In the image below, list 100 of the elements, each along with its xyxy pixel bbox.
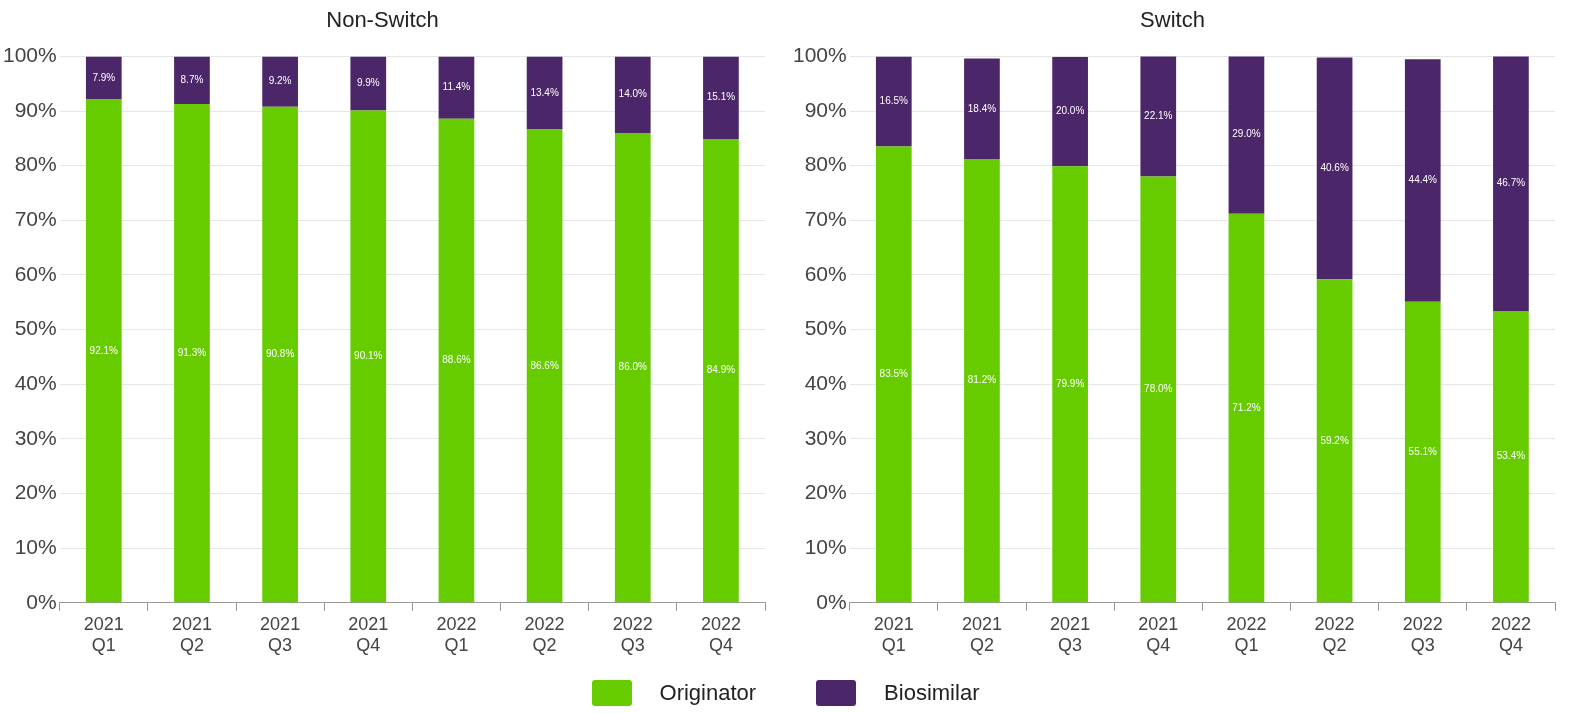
y-tick-label: 0%	[26, 589, 57, 613]
x-tick-label: 2022 Q1	[1226, 613, 1267, 656]
bar	[1493, 56, 1529, 312]
y-tick-label: 0%	[816, 589, 847, 613]
bar	[1316, 57, 1353, 280]
x-tick-label: 2021 Q1	[873, 613, 914, 656]
bar	[85, 99, 122, 603]
bar	[1140, 176, 1177, 603]
y-tick-label: 80%	[804, 152, 847, 176]
bar	[703, 138, 739, 603]
bar	[350, 56, 387, 111]
bar	[438, 56, 475, 119]
y-tick-label: 60%	[804, 261, 847, 285]
data-label: 46.7%	[1496, 177, 1526, 189]
bar	[262, 56, 298, 107]
bar	[1404, 301, 1441, 603]
bar	[1052, 166, 1088, 603]
bar	[614, 56, 651, 133]
x-tick-label: 2022 Q4	[1490, 613, 1531, 656]
bar	[526, 129, 563, 603]
x-tick-label: 2022 Q3	[612, 613, 653, 656]
data-label: 9.2%	[268, 75, 292, 87]
data-label: 88.6%	[442, 354, 471, 366]
bar	[1228, 56, 1265, 214]
bar	[875, 56, 912, 147]
data-label: 92.1%	[89, 344, 119, 356]
bar	[174, 103, 210, 603]
y-tick-label: 10%	[804, 534, 847, 558]
data-label: 81.2%	[967, 374, 997, 386]
y-tick-label: 40%	[804, 371, 847, 395]
chart-title: Non-Switch	[326, 7, 439, 33]
data-label: 9.9%	[356, 77, 380, 89]
x-tick-label: 2021 Q2	[171, 613, 212, 656]
y-tick-label: 30%	[14, 425, 57, 449]
data-label: 83.5%	[879, 368, 909, 380]
y-tick-label: 50%	[804, 316, 847, 340]
data-label: 90.1%	[354, 350, 383, 362]
bar	[614, 132, 651, 603]
bar	[1404, 59, 1441, 302]
bar	[964, 159, 1000, 603]
bar	[1228, 213, 1265, 603]
bar	[85, 56, 122, 100]
data-label: 40.6%	[1320, 162, 1349, 174]
y-tick-label: 30%	[804, 425, 847, 449]
data-label: 86.0%	[618, 361, 648, 373]
y-tick-label: 100%	[792, 43, 847, 67]
data-label: 11.4%	[442, 81, 471, 93]
bar	[964, 58, 1000, 160]
bar	[174, 56, 210, 104]
data-label: 59.2%	[1320, 434, 1349, 446]
data-label: 14.0%	[618, 88, 648, 100]
data-label: 7.9%	[92, 71, 116, 83]
x-tick-label: 2022 Q4	[700, 613, 741, 656]
data-label: 22.1%	[1144, 109, 1173, 121]
x-tick-label: 2021 Q3	[260, 613, 301, 656]
x-tick-label: 2021 Q3	[1050, 613, 1091, 656]
y-tick-label: 90%	[804, 97, 847, 121]
x-tick-label: 2021 Q4	[1138, 613, 1179, 656]
data-label: 16.5%	[879, 95, 909, 107]
y-tick-label: 80%	[14, 152, 57, 176]
x-tick-label: 2021 Q4	[348, 613, 389, 656]
data-label: 8.7%	[180, 73, 204, 85]
bar	[1316, 279, 1353, 603]
data-label: 18.4%	[967, 102, 997, 114]
y-tick-label: 40%	[14, 371, 57, 395]
y-tick-label: 90%	[14, 97, 57, 121]
y-tick-label: 50%	[14, 316, 57, 340]
data-label: 55.1%	[1408, 445, 1438, 457]
y-tick-label: 60%	[14, 261, 57, 285]
bar	[350, 110, 387, 603]
x-tick-label: 2021 Q1	[83, 613, 124, 656]
bar	[875, 146, 912, 603]
chart-title: Switch	[1140, 7, 1205, 33]
bar	[703, 56, 739, 139]
data-label: 13.4%	[530, 86, 559, 98]
bar	[262, 106, 298, 603]
x-tick-label: 2021 Q2	[961, 613, 1002, 656]
data-label: 84.9%	[706, 364, 736, 376]
bar	[438, 118, 475, 603]
data-label: 91.3%	[177, 346, 207, 358]
legend-label: Originator	[659, 680, 757, 706]
y-tick-label: 70%	[14, 207, 57, 231]
bar	[1140, 56, 1177, 177]
bar	[1052, 56, 1088, 167]
data-label: 71.2%	[1232, 401, 1261, 413]
x-tick-label: 2022 Q2	[1314, 613, 1355, 656]
data-label: 78.0%	[1144, 383, 1173, 395]
data-label: 15.1%	[706, 91, 736, 103]
y-tick-label: 100%	[2, 43, 57, 67]
bar	[1493, 311, 1529, 603]
data-label: 86.6%	[530, 359, 559, 371]
y-tick-label: 70%	[804, 207, 847, 231]
legend-label: Biosimilar	[884, 680, 980, 706]
y-tick-label: 20%	[804, 480, 847, 504]
data-label: 90.8%	[265, 348, 295, 360]
data-label: 29.0%	[1232, 128, 1261, 140]
y-tick-label: 10%	[14, 534, 57, 558]
x-tick-label: 2022 Q1	[436, 613, 477, 656]
bar	[526, 56, 563, 130]
data-label: 79.9%	[1055, 378, 1085, 390]
